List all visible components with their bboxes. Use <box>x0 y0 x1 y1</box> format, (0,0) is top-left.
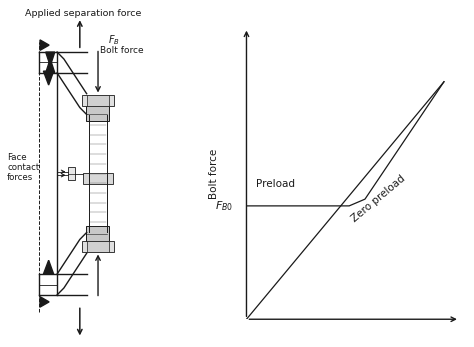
Bar <box>82 241 114 252</box>
Bar <box>68 167 75 180</box>
Bar <box>83 174 113 184</box>
Text: $F_{B0}$: $F_{B0}$ <box>215 199 233 213</box>
Polygon shape <box>40 40 49 50</box>
Polygon shape <box>44 260 54 274</box>
Bar <box>85 106 109 121</box>
Polygon shape <box>46 59 55 73</box>
Text: Bolt force: Bolt force <box>100 46 144 55</box>
Bar <box>82 95 114 106</box>
Text: Zero preload: Zero preload <box>349 174 407 224</box>
Text: $F_B$: $F_B$ <box>108 33 120 47</box>
Bar <box>85 226 109 241</box>
Text: Applied separation force: Applied separation force <box>25 9 142 18</box>
Polygon shape <box>44 71 54 85</box>
Text: Preload: Preload <box>256 179 295 189</box>
Bar <box>87 95 109 106</box>
Polygon shape <box>46 52 55 66</box>
Polygon shape <box>40 297 49 307</box>
Text: Face
contact
forces: Face contact forces <box>7 153 39 183</box>
Text: Bolt force: Bolt force <box>210 149 219 198</box>
Bar <box>87 241 109 252</box>
